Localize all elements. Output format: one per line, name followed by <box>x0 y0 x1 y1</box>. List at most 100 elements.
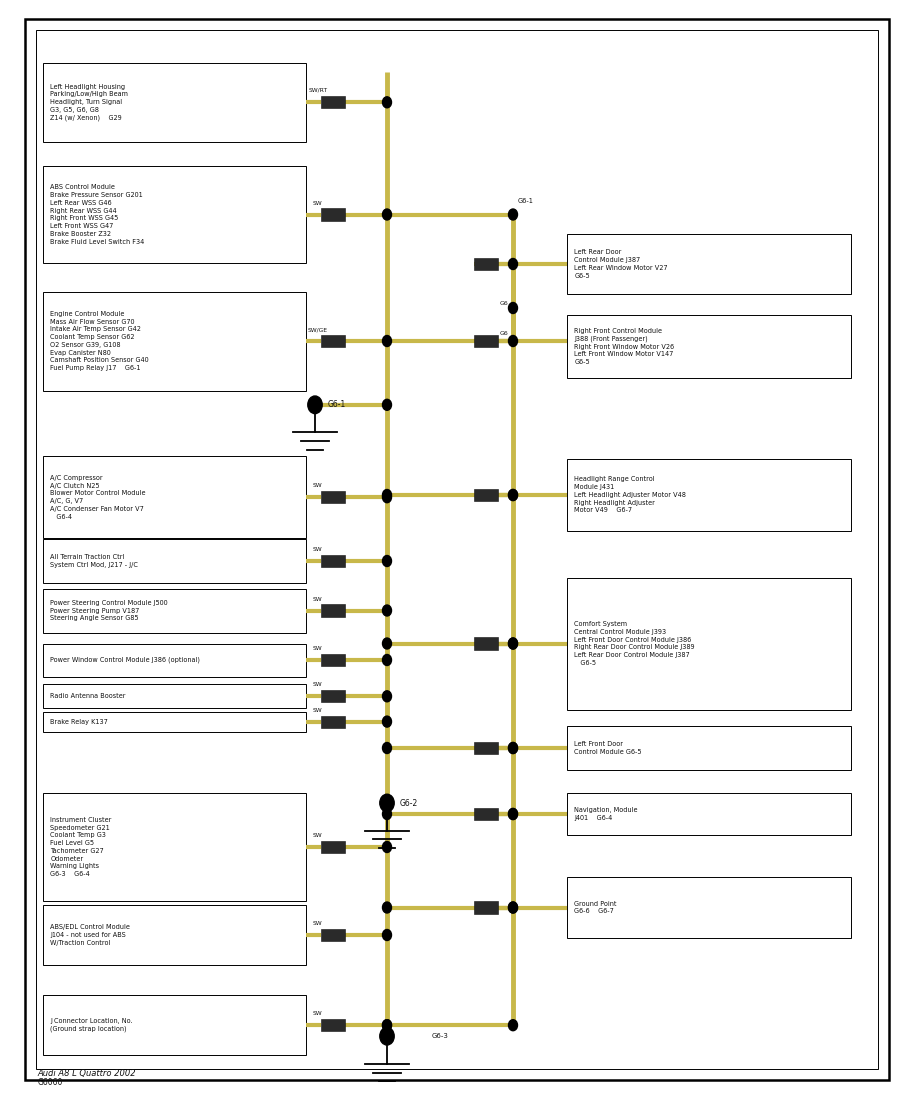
Bar <box>321 1019 345 1032</box>
Circle shape <box>508 1020 518 1031</box>
Text: SW: SW <box>313 200 322 206</box>
Bar <box>567 726 850 770</box>
Text: Left Rear Door
Control Module J387
Left Rear Window Motor V27
G6-5: Left Rear Door Control Module J387 Left … <box>574 250 668 278</box>
Circle shape <box>508 638 518 649</box>
Text: Left Headlight Housing
Parking/Low/High Beam
Headlight, Turn Signal
G3, G5, G6, : Left Headlight Housing Parking/Low/High … <box>50 84 129 121</box>
Bar <box>43 292 306 390</box>
Text: SW: SW <box>313 833 322 838</box>
Circle shape <box>382 490 392 500</box>
Circle shape <box>382 1020 392 1031</box>
Text: A/C Compressor
A/C Clutch N25
Blower Motor Control Module
A/C, G, V7
A/C Condens: A/C Compressor A/C Clutch N25 Blower Mot… <box>50 475 146 519</box>
Bar <box>474 902 498 913</box>
Text: Power Steering Control Module J500
Power Steering Pump V187
Steering Angle Senso: Power Steering Control Module J500 Power… <box>50 600 168 621</box>
Circle shape <box>380 794 394 812</box>
Circle shape <box>382 209 392 220</box>
Bar <box>321 840 345 854</box>
Circle shape <box>382 842 392 852</box>
Circle shape <box>508 258 518 270</box>
Text: Power Window Control Module J386 (optional): Power Window Control Module J386 (option… <box>50 657 201 663</box>
Circle shape <box>382 902 392 913</box>
Circle shape <box>508 638 518 649</box>
Bar <box>567 793 850 835</box>
Text: J Connector Location, No.
(Ground strap location): J Connector Location, No. (Ground strap … <box>50 1019 133 1032</box>
Bar <box>567 878 850 937</box>
Text: Left Front Door
Control Module G6-5: Left Front Door Control Module G6-5 <box>574 741 642 755</box>
Text: G6-2: G6-2 <box>400 799 418 807</box>
Bar <box>43 166 306 263</box>
Bar <box>321 334 345 348</box>
Bar <box>321 653 345 666</box>
Text: G6-3: G6-3 <box>432 1033 449 1039</box>
Bar <box>474 257 498 270</box>
Circle shape <box>508 808 518 820</box>
Text: SW: SW <box>313 682 322 688</box>
Bar <box>43 588 306 632</box>
Circle shape <box>382 742 392 754</box>
Circle shape <box>382 556 392 566</box>
Circle shape <box>508 302 518 313</box>
Bar <box>321 928 345 942</box>
Circle shape <box>382 691 392 702</box>
Bar <box>474 488 498 501</box>
Text: Radio Antenna Booster: Radio Antenna Booster <box>50 693 126 700</box>
Circle shape <box>508 209 518 220</box>
Circle shape <box>382 336 392 346</box>
Text: SW/GE: SW/GE <box>308 327 328 332</box>
Bar <box>321 556 345 568</box>
Circle shape <box>382 1020 392 1031</box>
Bar <box>474 807 498 821</box>
Bar <box>321 605 345 616</box>
Text: Instrument Cluster
Speedometer G21
Coolant Temp G3
Fuel Level G5
Tachometer G27
: Instrument Cluster Speedometer G21 Coola… <box>50 817 112 877</box>
Circle shape <box>382 638 392 649</box>
Circle shape <box>382 492 392 503</box>
Text: SW: SW <box>313 547 322 552</box>
Text: SW: SW <box>313 646 322 651</box>
Text: SW/RT: SW/RT <box>308 87 328 92</box>
Text: Ground Point
G6-6    G6-7: Ground Point G6-6 G6-7 <box>574 901 617 914</box>
Text: G6-1: G6-1 <box>328 400 346 409</box>
Circle shape <box>382 808 392 820</box>
Circle shape <box>508 902 518 913</box>
Circle shape <box>508 490 518 500</box>
Bar <box>474 741 498 755</box>
Text: SW: SW <box>313 483 322 488</box>
Bar <box>474 638 498 649</box>
Bar <box>43 904 306 966</box>
Text: Navigation, Module
J401    G6-4: Navigation, Module J401 G6-4 <box>574 807 638 821</box>
Text: G6-1: G6-1 <box>518 198 534 204</box>
Text: SW: SW <box>313 921 322 926</box>
Text: ABS/EDL Control Module
J104 - not used for ABS
W/Traction Control: ABS/EDL Control Module J104 - not used f… <box>50 924 130 946</box>
Bar <box>321 716 345 728</box>
Circle shape <box>508 808 518 820</box>
Circle shape <box>508 336 518 346</box>
Bar <box>43 684 306 708</box>
Text: G6: G6 <box>500 301 508 306</box>
Circle shape <box>508 490 518 500</box>
Text: Headlight Range Control
Module J431
Left Headlight Adjuster Motor V48
Right Head: Headlight Range Control Module J431 Left… <box>574 476 686 514</box>
Bar <box>567 315 850 378</box>
Text: ABS Control Module
Brake Pressure Sensor G201
Left Rear WSS G46
Right Rear WSS G: ABS Control Module Brake Pressure Sensor… <box>50 185 145 244</box>
Bar <box>321 491 345 503</box>
Bar <box>567 578 850 710</box>
Text: SW: SW <box>313 596 322 602</box>
Bar <box>321 96 345 108</box>
Text: Brake Relay K137: Brake Relay K137 <box>50 718 108 725</box>
Circle shape <box>508 742 518 754</box>
Circle shape <box>508 902 518 913</box>
Bar <box>321 208 345 220</box>
Bar <box>474 334 498 348</box>
Bar <box>43 994 306 1056</box>
Circle shape <box>308 396 322 414</box>
Bar <box>43 644 306 676</box>
Bar <box>43 63 306 142</box>
Circle shape <box>382 798 392 808</box>
Bar <box>43 793 306 901</box>
Circle shape <box>382 716 392 727</box>
Circle shape <box>382 97 392 108</box>
Bar <box>43 455 306 538</box>
Text: SW: SW <box>313 707 322 713</box>
Text: All Terrain Traction Ctrl
System Ctrl Mod, J217 - J/C: All Terrain Traction Ctrl System Ctrl Mo… <box>50 554 139 568</box>
Text: G6060: G6060 <box>38 1078 63 1087</box>
Bar <box>567 459 850 531</box>
Bar <box>43 712 306 732</box>
